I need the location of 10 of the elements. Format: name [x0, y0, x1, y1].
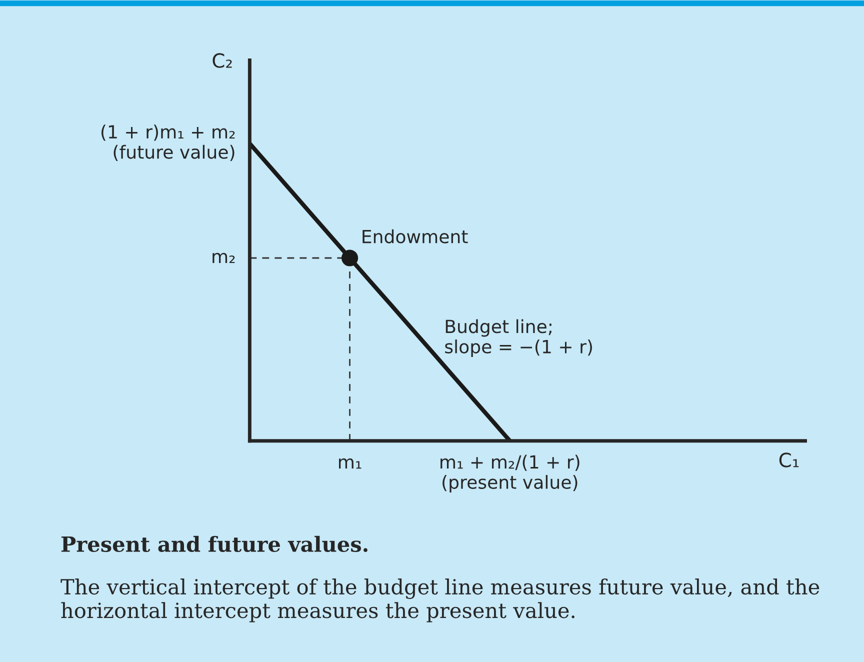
text: (1 + r)m₁ + m₂ (future value) — [101, 124, 235, 161]
x-tick-label: m₁ — [339, 458, 362, 469]
annotation: Budget line; slope = −(1 + r) — [445, 319, 592, 357]
x-axis-title: C₁ — [779, 452, 799, 468]
text: m₂ — [212, 252, 235, 264]
text: Present and future values. — [61, 536, 368, 552]
text: The vertical intercept of the budget line measures future value, and the horizontal intercept measures the present value. — [60, 578, 820, 622]
annotation: Endowment — [362, 229, 468, 244]
y-axis-title: C₂ — [212, 53, 232, 68]
x-tick-label: m₁ + m₂/(1 + r) (present value) — [440, 454, 580, 492]
